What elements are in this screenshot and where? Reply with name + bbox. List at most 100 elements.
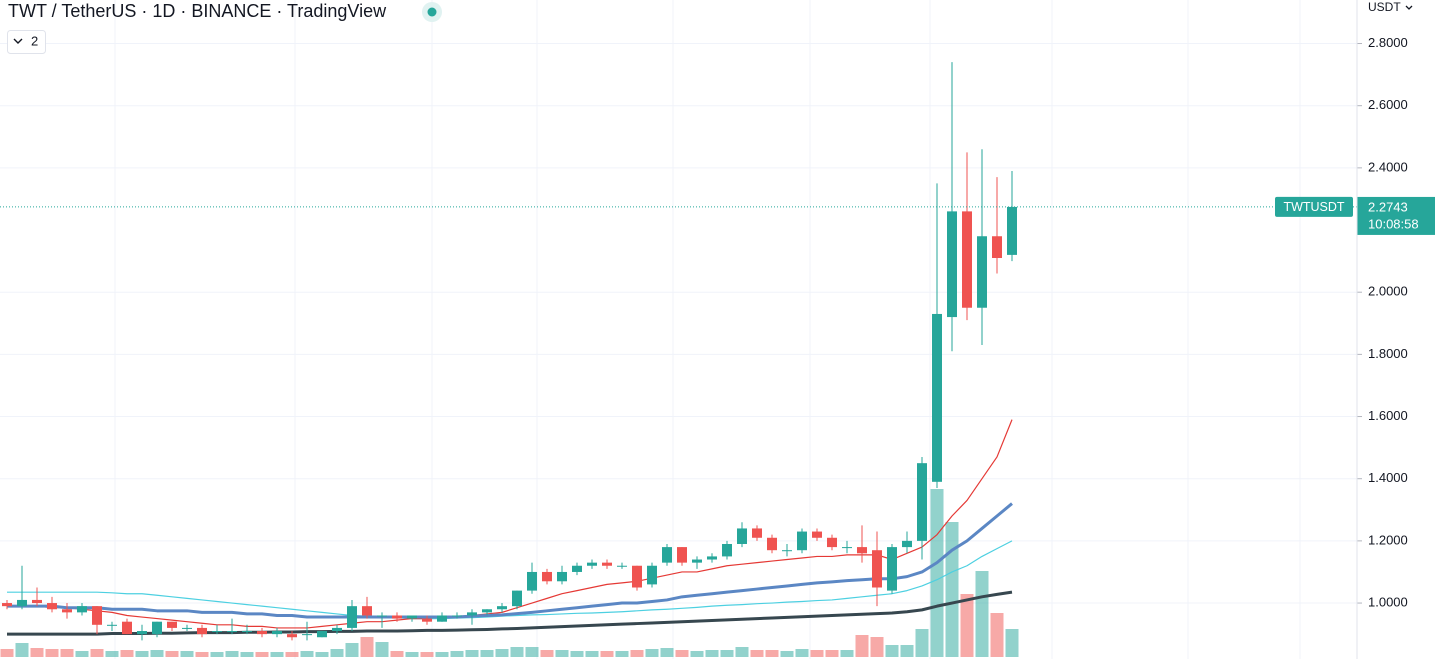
candle-body [782,550,792,552]
volume-bar [30,648,44,657]
volume-bar [480,650,494,657]
y-tick-label: 2.6000 [1368,97,1408,112]
volume-bar [900,645,914,657]
candle-body [647,565,657,585]
candle-body [287,634,297,638]
volume-bar [540,650,554,657]
volume-bar [45,649,59,657]
volume-bar [915,629,929,657]
volume-bar [300,651,314,657]
candle-body [662,547,672,563]
chevron [13,38,23,44]
candle-body [812,531,822,538]
candle-body [302,634,312,636]
volume-bar [450,651,464,657]
candle-body [722,543,732,557]
candle-body [317,631,327,638]
candle-body [932,313,942,482]
candle-body [167,621,177,628]
candle-body [752,528,762,538]
volume-bar [210,652,224,657]
volume-bar [180,651,194,657]
volume-bar [510,647,524,657]
candle-body [257,631,267,635]
candle-body [17,599,27,607]
volume-bar [645,649,659,657]
volume-bar [825,650,839,657]
candle-body [347,606,357,628]
candle-body [182,627,192,629]
volume-bar [360,637,374,657]
volume-bar [705,650,719,657]
volume-bar [600,651,614,657]
candle-body [917,463,927,541]
candle-body [512,590,522,607]
volume-bar [810,650,824,657]
candle-body [1007,206,1017,255]
volume-bar [435,652,449,657]
volume-bar [630,650,644,657]
volume-bar [615,651,629,657]
candle-body [467,612,477,616]
candle-body [482,609,492,613]
volume-bar [150,650,164,657]
candle-body [437,615,447,622]
currency-menu[interactable]: USDT [1368,0,1413,14]
price-label-box [1357,196,1435,235]
candle-body [122,621,132,635]
candle-body [857,547,867,554]
volume-bar [0,649,14,657]
volume-bar [270,652,284,657]
volume-bar [720,650,734,657]
candle-body [842,547,852,549]
volume-bar [465,650,479,657]
volume-bar [675,650,689,657]
candle-body [827,537,837,548]
candle-body [797,531,807,551]
symbol-label: TWTUSDT [1283,200,1344,214]
y-tick-label: 1.0000 [1368,594,1408,609]
chevron [1405,5,1413,10]
candle-body [557,571,567,582]
volume-bar [525,647,539,657]
candle-body [137,631,147,635]
volume-bar [945,522,959,657]
candle-body [197,627,207,635]
vertical-grid [114,0,1301,659]
candle-body [422,618,432,622]
chart-title: TWT / TetherUS · 1D · BINANCE · TradingV… [8,1,387,21]
candle-body [962,211,972,308]
market-status-dot [427,7,437,17]
volume-bar [765,650,779,657]
volume-bar [855,635,869,657]
volume-bar [105,651,119,657]
volume-bar [255,652,269,657]
y-tick-label: 1.6000 [1368,408,1408,423]
volume-bar [390,651,404,657]
y-tick-label: 1.4000 [1368,470,1408,485]
candle-body [242,631,252,633]
candle-body [227,631,237,633]
volume-bar [585,651,599,657]
candle-body [632,565,642,588]
volume-bar [1005,629,1019,657]
candle-body [602,562,612,566]
volume-bar [495,649,509,657]
volume-bar [780,651,794,657]
candle-body [377,615,387,617]
volume-bar [735,647,749,657]
candle-body [92,606,102,625]
candle-body [152,621,162,635]
volume-bar [15,643,29,657]
volume-bar [570,651,584,657]
candle-body [767,537,777,551]
candle-body [542,571,552,582]
y-tick-label: 2.4000 [1368,159,1408,174]
candle-body [77,606,87,613]
volume-bar [75,651,89,657]
indicator-toggle[interactable]: 2 [7,30,46,54]
volume-bar [990,613,1004,657]
volume-bar [750,650,764,657]
candle-body [887,547,897,591]
candle-body [47,603,57,610]
